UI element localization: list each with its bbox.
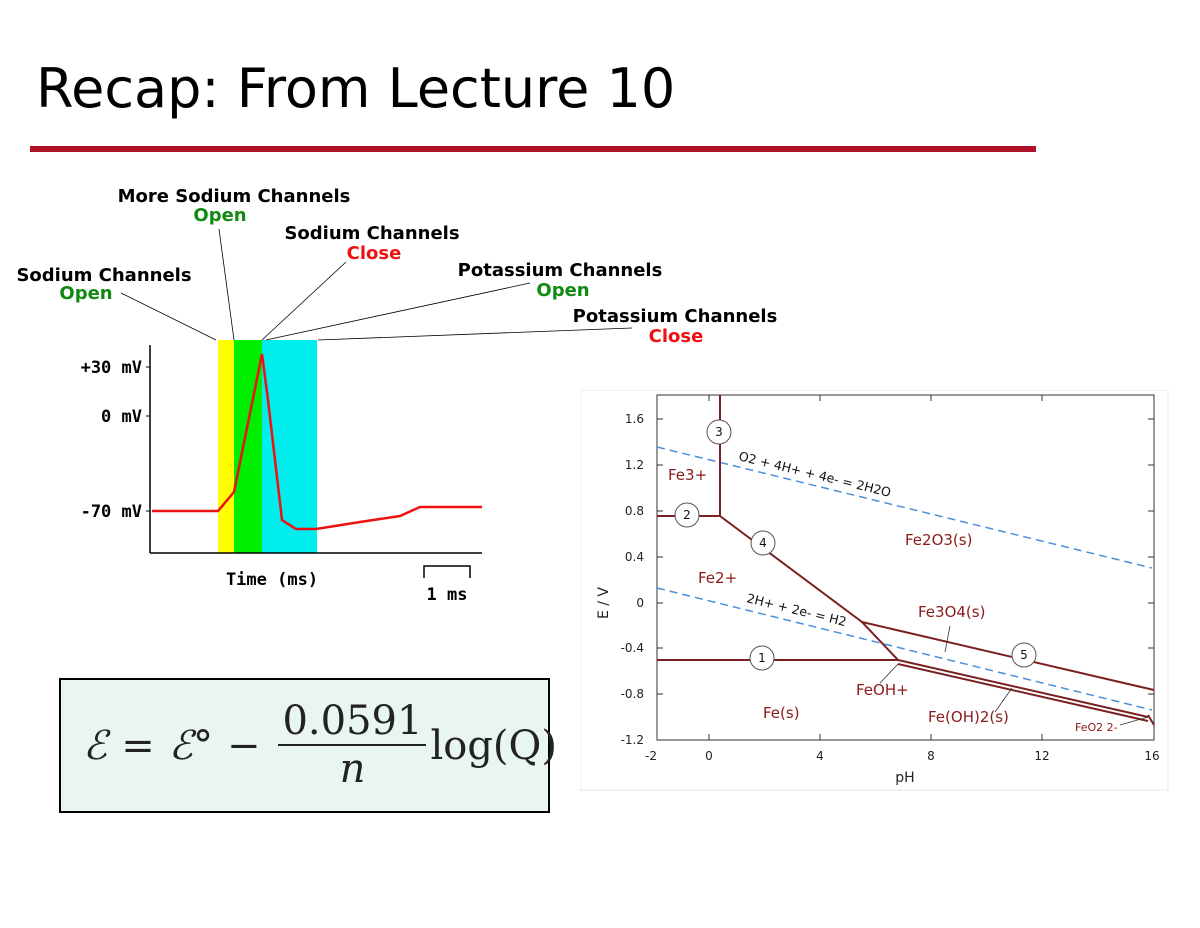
ap-y-label-70: -70 mV — [81, 502, 142, 522]
region-feoh2: Fe(OH)2(s) — [928, 708, 1009, 726]
region-feo2: FeO2 2- — [1075, 721, 1118, 734]
action-potential-figure: +30 mV 0 mV -70 mV Time (ms) 1 ms More S… — [16, 186, 778, 605]
annotation-potassium-close-state: Close — [649, 326, 704, 347]
region-fe2o3: Fe2O3(s) — [905, 531, 972, 549]
equation-denominator: n — [339, 746, 366, 792]
circle-marker-1: 1 — [749, 645, 775, 671]
pointer-fe3o4 — [944, 625, 951, 653]
pb-y-tick-label: 1.6 — [625, 412, 644, 426]
leader-line-potassium-close — [317, 327, 633, 341]
ap-y-label-30: +30 mV — [81, 358, 142, 378]
pb-background — [580, 390, 1169, 791]
equation-numerator: 0.0591 — [278, 700, 427, 746]
o2-water-line — [656, 446, 1153, 569]
pb-x-axis-label: pH — [895, 770, 914, 786]
pb-y-ticks — [657, 418, 1154, 695]
title-divider — [30, 146, 1036, 152]
annotation-potassium-close-title: Potassium Channels — [573, 306, 778, 327]
ap-y-label-0: 0 mV — [101, 407, 142, 427]
equation-e-standard: ℰ° — [168, 723, 213, 769]
leader-line-more-sodium-open — [218, 228, 235, 341]
svg-text:2: 2 — [683, 508, 691, 522]
scale-bar-label: 1 ms — [427, 585, 468, 605]
circle-marker-5: 5 — [1011, 642, 1037, 668]
circle-marker-4: 4 — [750, 530, 776, 556]
equation-lhs: ℰ — [83, 723, 108, 769]
circle-marker-3: 3 — [706, 419, 732, 445]
h2-water-line — [656, 587, 1153, 711]
region-fe3: Fe3+ — [668, 466, 707, 484]
pb-x-tick-label: -2 — [645, 749, 657, 763]
pb-x-tick-label: 8 — [927, 749, 935, 763]
band-sodium-open — [218, 340, 234, 553]
pb-y-tick-label: 0.4 — [625, 550, 644, 564]
svg-text:3: 3 — [715, 425, 723, 439]
pb-y-tick-label: -0.4 — [621, 641, 644, 655]
pointer-feoh2 — [994, 687, 1013, 713]
pb-x-tick-label: 16 — [1144, 749, 1159, 763]
slide-title: Recap: From Lecture 10 — [36, 57, 676, 120]
band-potassium-open — [262, 340, 317, 553]
annotation-sodium-open-state: Open — [59, 283, 112, 304]
annotation-sodium-open-title: Sodium Channels — [16, 265, 191, 286]
annotation-potassium-open-state: Open — [536, 280, 589, 301]
region-fe3o4: Fe3O4(s) — [918, 603, 985, 621]
equation-minus: − — [226, 723, 261, 769]
pointer-feo2 — [1119, 716, 1149, 726]
annotation-sodium-close-title: Sodium Channels — [284, 223, 459, 244]
svg-text:1: 1 — [758, 651, 766, 665]
pb-plot-frame — [656, 394, 1155, 741]
nernst-equation: ℰ = ℰ° − 0.0591 n log(Q) — [83, 700, 557, 792]
scale-bar — [423, 565, 471, 578]
annotation-more-sodium-state: Open — [193, 205, 246, 226]
region-fe: Fe(s) — [763, 704, 800, 722]
pb-y-axis-label: E / V — [596, 587, 612, 619]
pb-y-tick-label: -1.2 — [621, 733, 644, 747]
pb-y-tick-label: -0.8 — [621, 687, 644, 701]
membrane-potential-trace — [152, 353, 482, 531]
ap-x-label: Time (ms) — [226, 570, 318, 590]
annotation-sodium-close-state: Close — [347, 243, 402, 264]
annotation-more-sodium-title: More Sodium Channels — [118, 186, 351, 207]
pb-x-tick-label: 4 — [816, 749, 824, 763]
equation-log-term: log(Q) — [430, 723, 557, 769]
svg-text:5: 5 — [1020, 648, 1028, 662]
leader-line-sodium-open — [120, 292, 217, 341]
pb-x-tick-label: 12 — [1034, 749, 1049, 763]
leader-line-sodium-close — [261, 261, 347, 341]
pb-y-tick-label: 1.2 — [625, 458, 644, 472]
annotation-potassium-open-title: Potassium Channels — [458, 260, 663, 281]
leader-line-potassium-open — [265, 282, 531, 341]
pointer-feoh — [879, 663, 899, 684]
nernst-equation-box: ℰ = ℰ° − 0.0591 n log(Q) — [59, 678, 557, 813]
pb-x-ticks — [708, 395, 1043, 740]
pb-y-tick-label: 0 — [636, 596, 644, 610]
equation-fraction: 0.0591 n — [278, 700, 427, 792]
pourbaix-diagram: 1.6 1.2 0.8 0.4 0 -0.4 -0.8 -1.2 -2 0 4 … — [580, 390, 1169, 791]
region-feoh: FeOH+ — [856, 681, 909, 699]
region-fe2: Fe2+ — [698, 569, 737, 587]
circle-marker-2: 2 — [674, 502, 700, 528]
equation-equals: = — [121, 723, 155, 769]
pb-x-tick-label: 0 — [705, 749, 713, 763]
pb-y-tick-label: 0.8 — [625, 504, 644, 518]
svg-text:4: 4 — [759, 536, 767, 550]
